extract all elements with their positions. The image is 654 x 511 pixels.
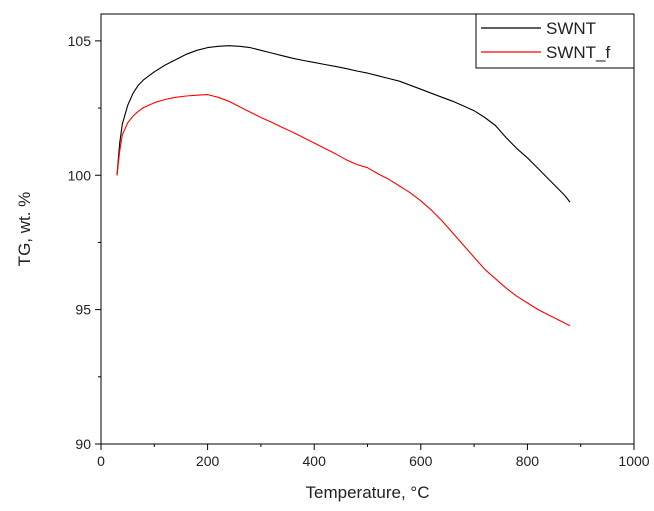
y-tick-label: 105 <box>68 33 92 49</box>
legend-label: SWNT <box>546 19 596 38</box>
x-tick-label: 0 <box>97 453 105 469</box>
y-tick-label: 100 <box>68 167 92 183</box>
plot-frame <box>100 13 635 445</box>
x-axis: 0 200 400 600 800 1000 <box>97 444 650 469</box>
x-tick-label: 600 <box>409 453 433 469</box>
x-axis-label: Temperature, °C <box>306 483 430 502</box>
series-line-swnt-f <box>116 94 571 327</box>
x-tick-label: 400 <box>303 453 327 469</box>
y-tick-label: 90 <box>75 436 91 452</box>
plot-area <box>100 13 635 445</box>
y-tick-label: 95 <box>75 302 91 318</box>
x-tick-label: 800 <box>516 453 540 469</box>
legend-label: SWNT_f <box>546 43 611 62</box>
x-tick-label: 200 <box>196 453 220 469</box>
x-tick-label: 1000 <box>618 453 649 469</box>
legend: SWNT SWNT_f <box>475 13 635 69</box>
series-layer <box>116 45 571 327</box>
y-axis: 90 95 100 105 <box>68 33 101 452</box>
y-axis-label: TG, wt. % <box>15 192 34 267</box>
legend-box <box>475 13 635 69</box>
series-line-swnt <box>116 45 571 203</box>
